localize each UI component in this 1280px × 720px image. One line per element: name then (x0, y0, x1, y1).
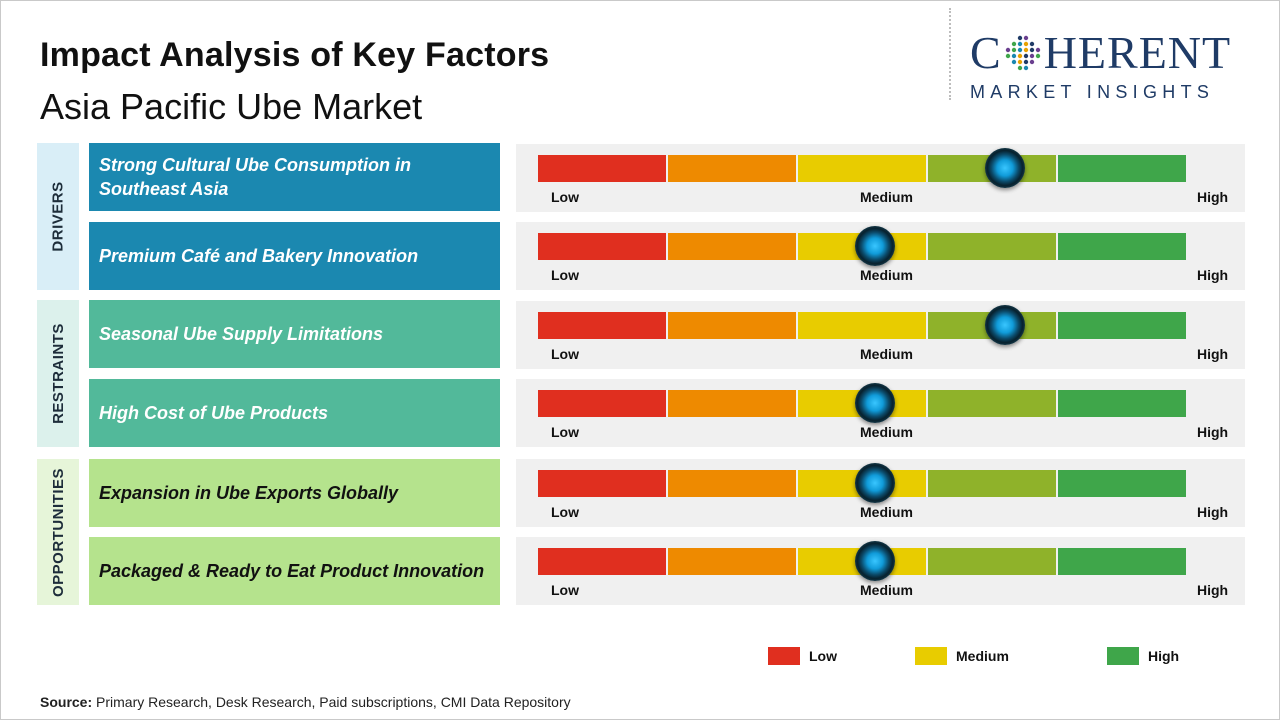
scale-segment (668, 233, 796, 260)
scale-label-medium: Medium (860, 582, 913, 598)
scale-segment (928, 548, 1056, 575)
scale-segment (1058, 312, 1186, 339)
scale-label-high: High (1197, 582, 1229, 598)
scale-segment (1058, 390, 1186, 417)
factor-label: Strong Cultural Ube Consumption in South… (99, 155, 411, 199)
source-note: Source: Primary Research, Desk Research,… (40, 694, 571, 710)
factor-row: Seasonal Ube Supply Limitations (89, 300, 500, 368)
legend-swatch-medium (915, 647, 947, 665)
scale-label-high: High (1197, 346, 1229, 362)
scale-segment (538, 312, 666, 339)
logo-tagline: MARKET INSIGHTS (970, 82, 1215, 102)
impact-gauge: Low Medium High (516, 537, 1245, 605)
impact-marker (854, 541, 895, 581)
page-subtitle: Asia Pacific Ube Market (40, 86, 423, 127)
scale-segment (798, 312, 926, 339)
source-text: Primary Research, Desk Research, Paid su… (92, 694, 571, 710)
scale-segment (1058, 470, 1186, 497)
legend-item-medium: Medium (915, 647, 1009, 665)
group-label-drivers: DRIVERS (49, 181, 67, 252)
scale-label-medium: Medium (860, 346, 913, 362)
scale-label-medium: Medium (860, 504, 913, 520)
factor-row: Strong Cultural Ube Consumption in South… (89, 143, 500, 211)
company-logo: C HERENT MARKET INSIGHTS (970, 30, 1270, 103)
scale-label-high: High (1197, 504, 1229, 520)
logo-wordmark: C HERENT (970, 30, 1270, 76)
scale-segment (928, 470, 1056, 497)
group-tab-opportunities: OPPORTUNITIES (37, 459, 79, 605)
scale-segment (928, 233, 1056, 260)
scale-label-high: High (1197, 267, 1229, 283)
factor-row: Expansion in Ube Exports Globally (89, 459, 500, 527)
impact-gauge: Low Medium High (516, 144, 1245, 212)
scale-segment (1058, 155, 1186, 182)
scale-segment (538, 390, 666, 417)
scale-segment (538, 233, 666, 260)
scale-segment (668, 548, 796, 575)
scale-segment (538, 470, 666, 497)
scale-segment (538, 548, 666, 575)
scale-segment (668, 312, 796, 339)
factor-label: Premium Café and Bakery Innovation (99, 246, 419, 266)
factor-row: High Cost of Ube Products (89, 379, 500, 447)
impact-gauge: Low Medium High (516, 379, 1245, 447)
scale-label-low: Low (551, 504, 579, 520)
impact-marker (854, 383, 895, 423)
legend-swatch-high (1107, 647, 1139, 665)
scale-segment (668, 470, 796, 497)
legend-item-low: Low (768, 647, 837, 665)
impact-marker (854, 463, 895, 503)
legend-label-high: High (1148, 648, 1180, 664)
factor-row: Packaged & Ready to Eat Product Innovati… (89, 537, 500, 605)
group-label-restraints: RESTRAINTS (49, 323, 67, 424)
scale-label-medium: Medium (860, 189, 913, 205)
scale-segment (928, 390, 1056, 417)
scale-segment (1058, 233, 1186, 260)
legend-item-high: High (1107, 647, 1179, 665)
legend-label-medium: Medium (956, 648, 1009, 664)
impact-gauge: Low Medium High (516, 301, 1245, 369)
page-title: Impact Analysis of Key Factors (40, 36, 550, 74)
impact-scale-bar (538, 233, 1186, 260)
impact-marker (984, 148, 1025, 188)
scale-segment (798, 155, 926, 182)
scale-segment (1058, 548, 1186, 575)
impact-scale-bar (538, 312, 1186, 339)
group-tab-restraints: RESTRAINTS (37, 300, 79, 447)
scale-label-high: High (1197, 424, 1229, 440)
scale-label-high: High (1197, 189, 1229, 205)
scale-label-low: Low (551, 189, 579, 205)
scale-label-medium: Medium (860, 424, 913, 440)
factor-row: Premium Café and Bakery Innovation (89, 222, 500, 290)
scale-label-low: Low (551, 346, 579, 362)
legend-swatch-low (768, 647, 800, 665)
impact-marker (984, 305, 1025, 345)
group-label-opportunities: OPPORTUNITIES (49, 467, 67, 597)
logo-letter-c: C (970, 27, 1002, 78)
logo-divider (949, 8, 951, 100)
scale-segment (668, 390, 796, 417)
factor-label: Packaged & Ready to Eat Product Innovati… (99, 561, 485, 581)
factor-label: Expansion in Ube Exports Globally (99, 483, 399, 503)
factor-label: High Cost of Ube Products (99, 403, 328, 423)
logo-dot-globe-icon (1005, 35, 1040, 71)
scale-segment (668, 155, 796, 182)
logo-letters: HERENT (1043, 27, 1232, 78)
impact-scale-bar (538, 155, 1186, 182)
legend-label-low: Low (809, 648, 837, 664)
scale-label-low: Low (551, 267, 579, 283)
impact-marker (854, 226, 895, 266)
factor-label: Seasonal Ube Supply Limitations (99, 324, 384, 344)
group-tab-drivers: DRIVERS (37, 143, 79, 290)
scale-label-low: Low (551, 582, 579, 598)
scale-label-low: Low (551, 424, 579, 440)
impact-gauge: Low Medium High (516, 459, 1245, 527)
scale-label-medium: Medium (860, 267, 913, 283)
source-label: Source: (40, 694, 93, 710)
impact-gauge: Low Medium High (516, 222, 1245, 290)
scale-segment (538, 155, 666, 182)
